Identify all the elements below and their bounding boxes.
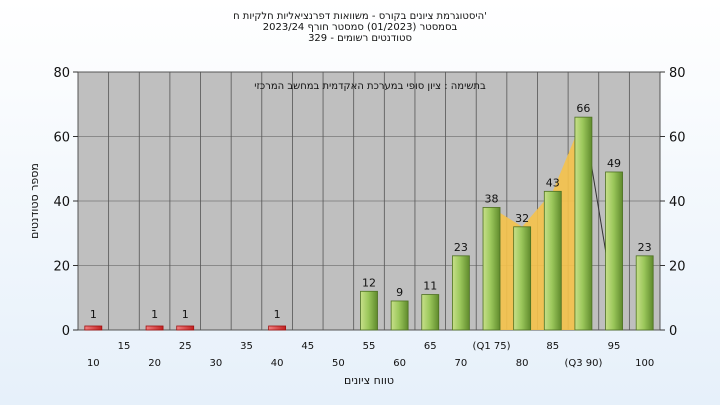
x-axis-label: טווח ציונים xyxy=(344,374,394,387)
y-tick-label-right: 80 xyxy=(669,66,686,81)
y-tick-label: 80 xyxy=(53,66,70,81)
x-tick-label: 65 xyxy=(424,341,437,352)
bar xyxy=(268,325,287,331)
y-tick-label: 40 xyxy=(53,195,70,210)
x-tick-label: 35 xyxy=(240,341,253,352)
x-tick-label: 95 xyxy=(608,341,621,352)
bar-value-label: 23 xyxy=(638,241,652,254)
bar-value-label: 23 xyxy=(454,241,468,254)
bar-value-label: 1 xyxy=(151,308,158,321)
x-axis: 10 15 20 25 30 35 40 45 50 55 60 65 70 (Q1 75) 80 85 (Q3… xyxy=(87,341,654,369)
y-tick-label: 20 xyxy=(53,260,70,275)
x-tick-label: 80 xyxy=(516,358,529,369)
x-tick-label: (Q1 75) xyxy=(473,341,511,352)
bar-value-label: 43 xyxy=(546,176,560,189)
bar-value-label: 1 xyxy=(90,308,97,321)
bar xyxy=(543,190,562,331)
y-tick-label-right: 40 xyxy=(669,195,686,210)
bar xyxy=(451,255,470,331)
y-tick-label-right: 0 xyxy=(669,324,677,339)
x-tick-label: 50 xyxy=(332,358,345,369)
x-tick-label: (Q3 90) xyxy=(564,358,602,369)
bar-value-label: 32 xyxy=(515,212,529,225)
bar-value-label: 9 xyxy=(396,286,403,299)
x-tick-label: 70 xyxy=(455,358,468,369)
bar xyxy=(84,325,103,331)
x-tick-label: 40 xyxy=(271,358,284,369)
grid-lines xyxy=(77,72,661,330)
bar-value-label: 66 xyxy=(576,102,590,115)
y-axis-label: מספר סטודנטים xyxy=(28,163,41,239)
bar xyxy=(635,255,654,331)
bar xyxy=(605,171,623,331)
y-tick-label-right: 20 xyxy=(669,260,686,275)
bar-value-label: 49 xyxy=(607,157,621,170)
bar-value-label: 12 xyxy=(362,276,376,289)
chart-annotation: בתשימה : ציון סופי במערכת האקדמית במחשב … xyxy=(254,81,486,92)
x-tick-label: 30 xyxy=(209,358,222,369)
chart-title-line1: היסטוגרמת ציונים בקורס - משוואות דפרנציא… xyxy=(233,11,487,22)
bar xyxy=(360,290,378,331)
chart-title-line2: בסמסטר (01/2023) סמסטר חורף 2023/24 xyxy=(262,22,458,33)
chart-title-line3: סטודנטים רשומים - 329 xyxy=(308,33,412,44)
x-tick-label: 20 xyxy=(148,358,161,369)
y-axis-left: 0 20 40 60 80 xyxy=(53,66,78,339)
bar-value-label: 38 xyxy=(485,192,499,205)
bars-group xyxy=(84,116,654,331)
bar xyxy=(482,207,501,331)
x-tick-label: 85 xyxy=(546,341,559,352)
bar-value-label: 1 xyxy=(182,308,189,321)
y-tick-label-right: 60 xyxy=(669,131,686,146)
bar xyxy=(421,294,440,331)
bar-value-label: 11 xyxy=(423,280,437,293)
x-tick-label: 45 xyxy=(301,341,314,352)
x-tick-label: 10 xyxy=(87,358,100,369)
bar xyxy=(390,300,409,331)
x-tick-label: 100 xyxy=(635,358,654,369)
x-tick-label: 60 xyxy=(393,358,406,369)
x-tick-label: 25 xyxy=(179,341,192,352)
bar xyxy=(176,325,195,331)
x-tick-label: 55 xyxy=(363,341,376,352)
bar xyxy=(145,325,164,331)
bar xyxy=(574,116,593,331)
x-tick-label: 15 xyxy=(118,341,131,352)
y-axis-right: 0 20 40 60 80 xyxy=(660,66,686,339)
y-tick-label: 60 xyxy=(53,131,70,146)
bar xyxy=(513,226,532,331)
y-tick-label: 0 xyxy=(62,324,70,339)
bar-value-label: 1 xyxy=(274,308,281,321)
